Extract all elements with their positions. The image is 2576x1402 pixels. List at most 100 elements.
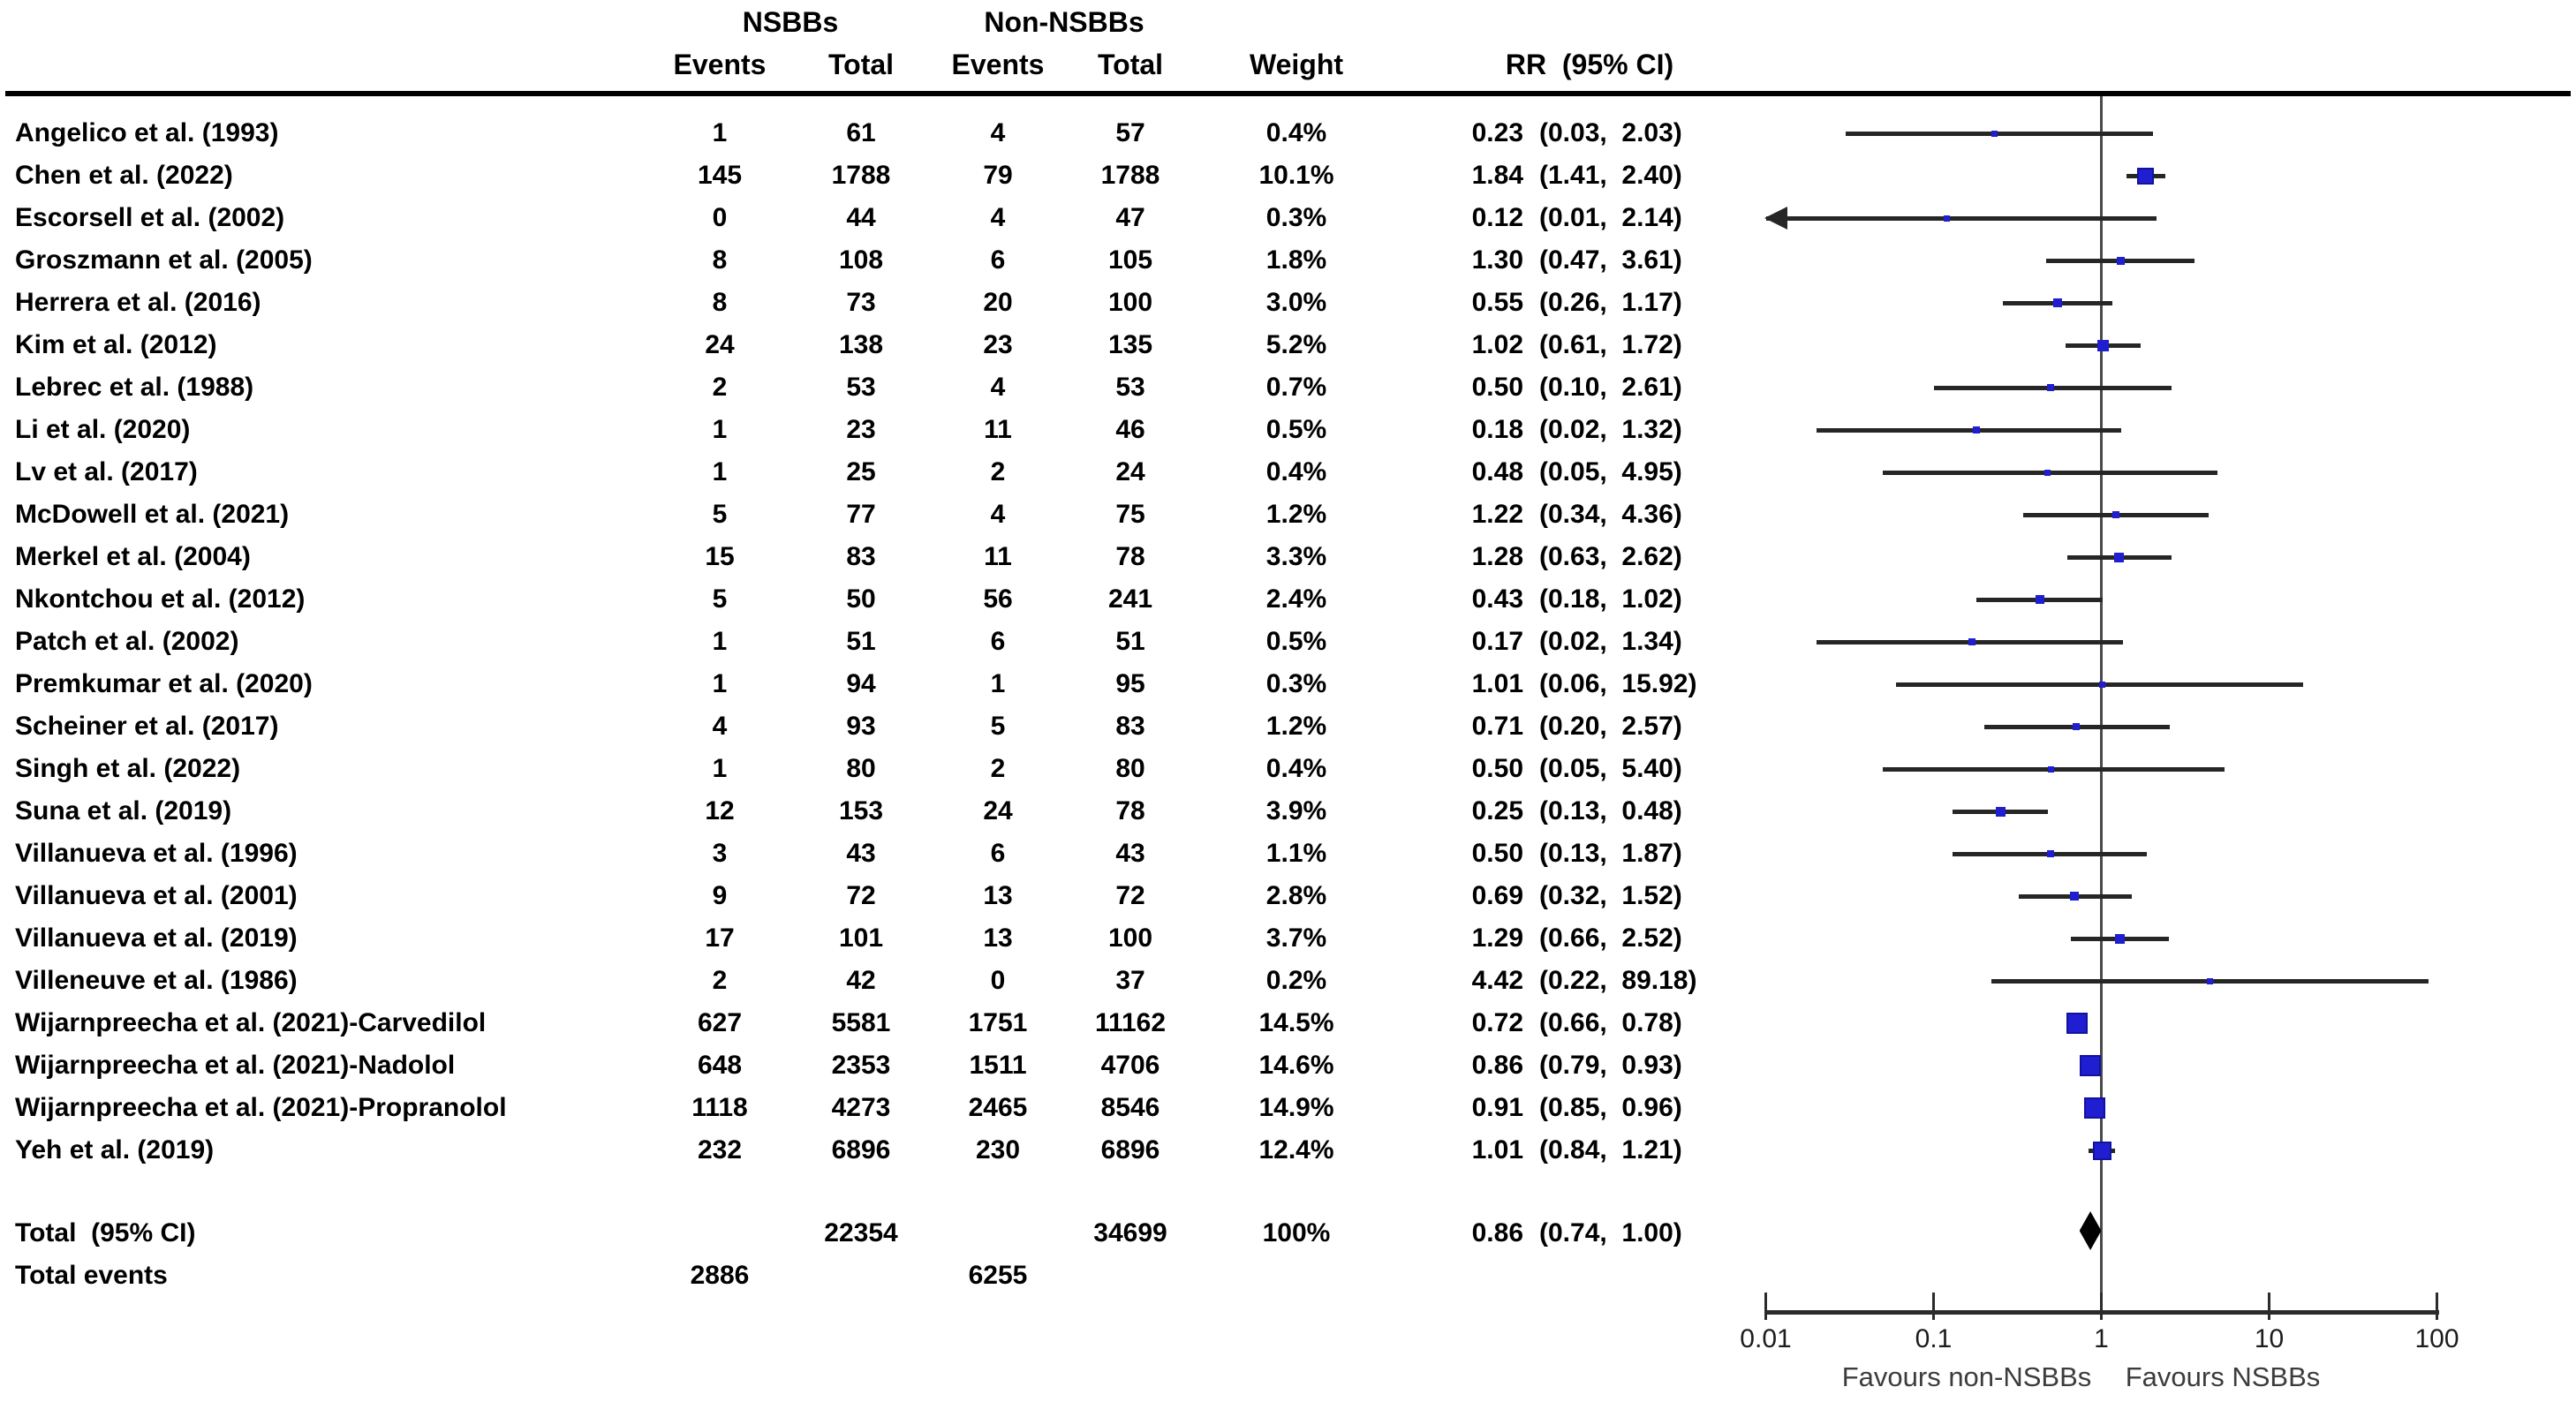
rr-ci-cell: (0.02, 1.32) xyxy=(1539,415,1682,444)
nsbb-events-cell: 1 xyxy=(712,627,728,656)
weight-cell: 1.2% xyxy=(1265,712,1327,741)
rr-ci-cell: (0.13, 0.48) xyxy=(1539,796,1682,825)
non-nsbb-events-cell: 79 xyxy=(983,161,1013,190)
rr-value-cell: 0.17 xyxy=(1471,627,1523,656)
rr-ci-cell: (0.79, 0.93) xyxy=(1539,1051,1682,1080)
nsbb-total-cell: 80 xyxy=(846,754,876,783)
summary-diamond xyxy=(2079,1211,2102,1250)
weight-cell: 0.5% xyxy=(1265,627,1327,656)
study-name: Kim et al. (2012) xyxy=(15,330,217,359)
study-name: Premkumar et al. (2020) xyxy=(15,669,313,698)
non-nsbb-events-cell: 4 xyxy=(990,203,1006,232)
weight-cell: 2.4% xyxy=(1265,584,1327,614)
nsbb-events-cell: 2 xyxy=(712,373,728,402)
total-rr-value: 0.86 xyxy=(1471,1218,1523,1247)
rr-value-cell: 1.30 xyxy=(1471,245,1523,275)
study-name: Li et al. (2020) xyxy=(15,415,191,444)
nsbb-events-cell: 145 xyxy=(697,161,743,190)
nsbb-total-cell: 101 xyxy=(838,923,884,953)
rr-value-cell: 0.12 xyxy=(1471,203,1523,232)
rr-value-cell: 0.86 xyxy=(1471,1051,1523,1080)
nsbb-events-cell: 5 xyxy=(712,500,728,529)
nsbb-events-cell: 1 xyxy=(712,415,728,444)
rr-ci-cell: (0.20, 2.57) xyxy=(1539,712,1682,741)
non-nsbb-events-cell: 4 xyxy=(990,500,1006,529)
rr-value-cell: 1.01 xyxy=(1471,669,1523,698)
non-nsbb-events-cell: 0 xyxy=(990,966,1006,995)
non-nsbb-events-cell: 6 xyxy=(990,627,1006,656)
point-estimate-marker xyxy=(2073,723,2081,730)
study-name: Wijarnpreecha et al. (2021)-Propranolol xyxy=(15,1093,507,1122)
total-row-label: Total (95% CI) xyxy=(15,1218,196,1247)
point-estimate-marker xyxy=(2047,384,2055,391)
nsbb-total-cell: 72 xyxy=(846,881,876,910)
rr-value-cell: 0.91 xyxy=(1471,1093,1523,1122)
point-estimate-marker xyxy=(1944,215,1950,222)
weight-cell: 0.4% xyxy=(1265,118,1327,147)
weight-cell: 0.3% xyxy=(1265,669,1327,698)
nsbb-events-cell: 232 xyxy=(697,1135,743,1165)
weight-cell: 1.2% xyxy=(1265,500,1327,529)
non-nsbb-events-cell: 24 xyxy=(983,796,1013,825)
rr-ci-cell: (0.26, 1.17) xyxy=(1539,288,1682,317)
nsbb-events-cell: 9 xyxy=(712,881,728,910)
weight-cell: 0.7% xyxy=(1265,373,1327,402)
total-rr-ci: (0.74, 1.00) xyxy=(1539,1218,1682,1247)
nsbb-events-cell: 2 xyxy=(712,966,728,995)
point-estimate-marker xyxy=(2206,977,2213,984)
nsbb-total-cell: 5581 xyxy=(831,1008,891,1037)
rr-ci-cell: (0.32, 1.52) xyxy=(1539,881,1682,910)
nsbb-events-cell: 15 xyxy=(705,542,735,571)
column-header-nsbb-total: Total xyxy=(827,49,895,80)
study-name: Lv et al. (2017) xyxy=(15,457,198,486)
rr-ci-cell: (0.01, 2.14) xyxy=(1539,203,1682,232)
non-nsbb-events-cell: 2465 xyxy=(968,1093,1028,1122)
non-nsbb-total-cell: 4706 xyxy=(1100,1051,1160,1080)
nsbb-total-cell: 4273 xyxy=(831,1093,891,1122)
non-nsbb-total-cell: 1788 xyxy=(1100,161,1160,190)
weight-cell: 0.2% xyxy=(1265,966,1327,995)
rr-value-cell: 0.71 xyxy=(1471,712,1523,741)
point-estimate-marker xyxy=(2044,469,2051,476)
nsbb-total-cell: 50 xyxy=(846,584,876,614)
point-estimate-marker xyxy=(1973,426,1980,433)
nsbb-events-cell: 648 xyxy=(697,1051,743,1080)
weight-cell: 2.8% xyxy=(1265,881,1327,910)
non-nsbb-total-cell: 75 xyxy=(1115,500,1145,529)
non-nsbb-total-cell: 51 xyxy=(1115,627,1145,656)
non-nsbb-events-cell: 11 xyxy=(984,415,1012,444)
rr-ci-cell: (0.10, 2.61) xyxy=(1539,373,1682,402)
non-nsbb-total-cell: 43 xyxy=(1115,839,1145,868)
weight-cell: 12.4% xyxy=(1258,1135,1334,1165)
weight-cell: 1.1% xyxy=(1265,839,1327,868)
rr-ci-cell: (0.22, 89.18) xyxy=(1539,966,1697,995)
study-name: Groszmann et al. (2005) xyxy=(15,245,313,275)
total-nsbb-total-cell: 22354 xyxy=(824,1218,898,1247)
nsbb-events-cell: 1 xyxy=(712,457,728,486)
non-nsbb-events-cell: 23 xyxy=(983,330,1013,359)
rr-ci-cell: (0.63, 2.62) xyxy=(1539,542,1682,571)
point-estimate-marker xyxy=(1991,130,1998,137)
rr-ci-cell: (0.66, 0.78) xyxy=(1539,1008,1682,1037)
non-nsbb-total-cell: 72 xyxy=(1115,881,1145,910)
weight-cell: 0.4% xyxy=(1265,457,1327,486)
rr-value-cell: 0.72 xyxy=(1471,1008,1523,1037)
study-name: Villanueva et al. (2001) xyxy=(15,881,298,910)
total-events-non-nsbb-cell: 6255 xyxy=(968,1261,1028,1290)
non-nsbb-events-cell: 13 xyxy=(983,923,1013,953)
point-estimate-marker xyxy=(2096,339,2109,351)
study-name: Scheiner et al. (2017) xyxy=(15,712,279,741)
rr-value-cell: 0.69 xyxy=(1471,881,1523,910)
nsbb-total-cell: 77 xyxy=(846,500,876,529)
point-estimate-marker xyxy=(2035,595,2044,604)
x-axis-tick-label: 1 xyxy=(2094,1324,2109,1353)
column-header-weight: Weight xyxy=(1249,49,1344,80)
study-name: Villanueva et al. (1996) xyxy=(15,839,298,868)
rr-ci-cell: (0.47, 3.61) xyxy=(1539,245,1682,275)
non-nsbb-events-cell: 230 xyxy=(975,1135,1021,1165)
rr-ci-cell: (0.13, 1.87) xyxy=(1539,839,1682,868)
favours-left-label: Favours non-NSBBs xyxy=(1841,1361,2092,1392)
weight-cell: 10.1% xyxy=(1258,161,1334,190)
weight-cell: 5.2% xyxy=(1265,330,1327,359)
rr-value-cell: 0.25 xyxy=(1471,796,1523,825)
